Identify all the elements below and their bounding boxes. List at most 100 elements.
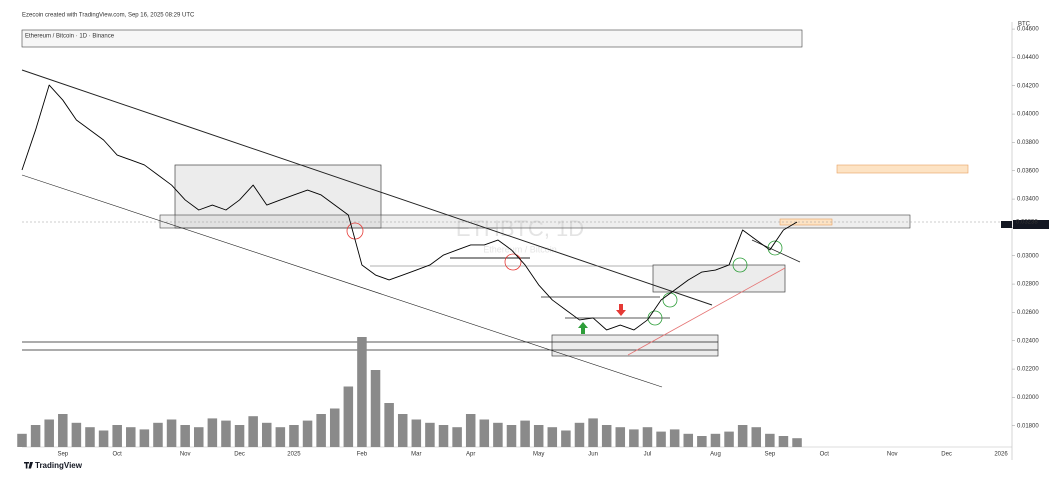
- watermark-title: ETHBTC, 1D: [456, 216, 584, 241]
- x-tick-label: Sep: [765, 452, 776, 458]
- volume-bar: [17, 433, 27, 447]
- support-line: [627, 267, 786, 356]
- x-tick-label: Feb: [357, 452, 368, 458]
- volume-bar: [194, 427, 204, 447]
- volume-bar: [533, 425, 544, 447]
- range-box: [652, 264, 786, 293]
- y-tick-label: 0.02800: [1017, 282, 1039, 288]
- volume-bar: [669, 429, 680, 447]
- volume-bar: [792, 438, 802, 447]
- arrow-down: [616, 304, 626, 316]
- brand: TradingView: [35, 461, 83, 470]
- x-tick-label: Sep: [57, 452, 68, 458]
- volume-bar: [737, 425, 748, 447]
- y-tick-label: 0.03600: [1017, 168, 1039, 174]
- price-tag: [1013, 220, 1049, 229]
- x-tick-label: Oct: [820, 452, 830, 458]
- arrow-up: [578, 322, 588, 334]
- volume-bar: [139, 429, 150, 447]
- volume-bar: [751, 427, 762, 447]
- logo-mark: [24, 462, 33, 469]
- volume-bar: [180, 425, 190, 447]
- x-tick-label: 2026: [994, 452, 1008, 458]
- volume-bar: [561, 430, 571, 447]
- y-tick-label: 0.02400: [1017, 338, 1039, 344]
- y-tick-label: 0.04200: [1017, 83, 1039, 89]
- volume-bar: [357, 337, 367, 447]
- volume-bar: [248, 416, 258, 447]
- x-tick-label: May: [533, 452, 544, 458]
- volume-bar: [710, 433, 721, 447]
- volume-bar: [71, 422, 82, 447]
- y-tick-label: 0.03400: [1017, 197, 1039, 203]
- symbol-info: Ethereum / Bitcoin · 1D · Binance: [25, 34, 115, 40]
- marker-circle: [732, 257, 748, 273]
- x-tick-label: Nov: [887, 452, 898, 458]
- volume-bar: [765, 433, 775, 447]
- volume-bar: [683, 433, 694, 447]
- volume-bar: [85, 427, 95, 447]
- y-tick-label: 0.03800: [1017, 140, 1039, 146]
- legend-box: [21, 29, 803, 48]
- volume-bar: [724, 431, 734, 447]
- series-layer: 0.01800 0.02000 0.02200 0.02400 0.02600 0.028…: [17, 27, 1039, 458]
- volume-bar: [438, 425, 449, 447]
- volume-bar: [302, 420, 313, 447]
- range-box: [159, 214, 911, 229]
- x-tick-label: Jun: [588, 452, 598, 458]
- volume-bar: [397, 414, 408, 447]
- volume-bar: [316, 414, 326, 447]
- volume-bar: [343, 386, 354, 447]
- volume-bar: [629, 429, 639, 447]
- volume-bar: [166, 419, 177, 447]
- volume-bar: [58, 414, 68, 447]
- volume-bar: [465, 414, 476, 447]
- volume-bar: [207, 418, 218, 447]
- volume-bar: [615, 427, 626, 447]
- x-tick-label: Jul: [644, 452, 652, 458]
- volume-bar: [479, 419, 490, 447]
- currency: BTC: [1018, 22, 1031, 28]
- volume-bar: [98, 430, 109, 447]
- last-price-label: 0.03238: [1016, 220, 1038, 226]
- volume-bar: [642, 427, 653, 447]
- volume-bar: [411, 419, 422, 447]
- x-tick-label: Oct: [113, 452, 123, 458]
- volume-bar: [126, 427, 136, 447]
- volume-bar: [384, 403, 394, 447]
- y-tick-label: 0.04600: [1017, 27, 1039, 33]
- x-tick-label: Dec: [234, 452, 245, 458]
- volume-bar: [493, 422, 503, 447]
- price-line: [21, 84, 798, 331]
- volume-bar: [601, 425, 612, 447]
- x-tick-label: 2025: [287, 452, 301, 458]
- volume-bar: [520, 420, 530, 447]
- y-tick-label: 0.04400: [1017, 55, 1039, 61]
- x-tick-label: Dec: [941, 452, 952, 458]
- volume-bar: [275, 427, 286, 447]
- volume-bar: [452, 427, 462, 447]
- y-tick-label: 0.03000: [1017, 253, 1039, 259]
- trendline: [751, 239, 801, 263]
- channel-line: [21, 174, 663, 388]
- marker-circle: [504, 253, 522, 271]
- y-tick-label: 0.04000: [1017, 112, 1039, 118]
- volume-bar: [506, 425, 517, 447]
- y-tick-label: 0.02000: [1017, 395, 1039, 401]
- range-box: [551, 334, 719, 357]
- volume-bar: [221, 420, 231, 447]
- target-box: [836, 164, 969, 174]
- x-tick-label: Aug: [710, 452, 721, 458]
- y-tick-label: 0.02200: [1017, 367, 1039, 373]
- credit: Ezecoin created with TradingView.com, Se…: [22, 13, 195, 19]
- marker-circle: [647, 310, 663, 326]
- volume-bar: [574, 422, 585, 447]
- y-tick-label: 0.01800: [1017, 423, 1039, 429]
- x-tick-label: Nov: [180, 452, 191, 458]
- volume-bar: [261, 422, 272, 447]
- volume-bar: [778, 436, 789, 447]
- watermark-subtitle: Ethereum / Bitcoin: [483, 244, 557, 254]
- drawings: [21, 69, 1012, 388]
- volume-bar: [425, 422, 435, 447]
